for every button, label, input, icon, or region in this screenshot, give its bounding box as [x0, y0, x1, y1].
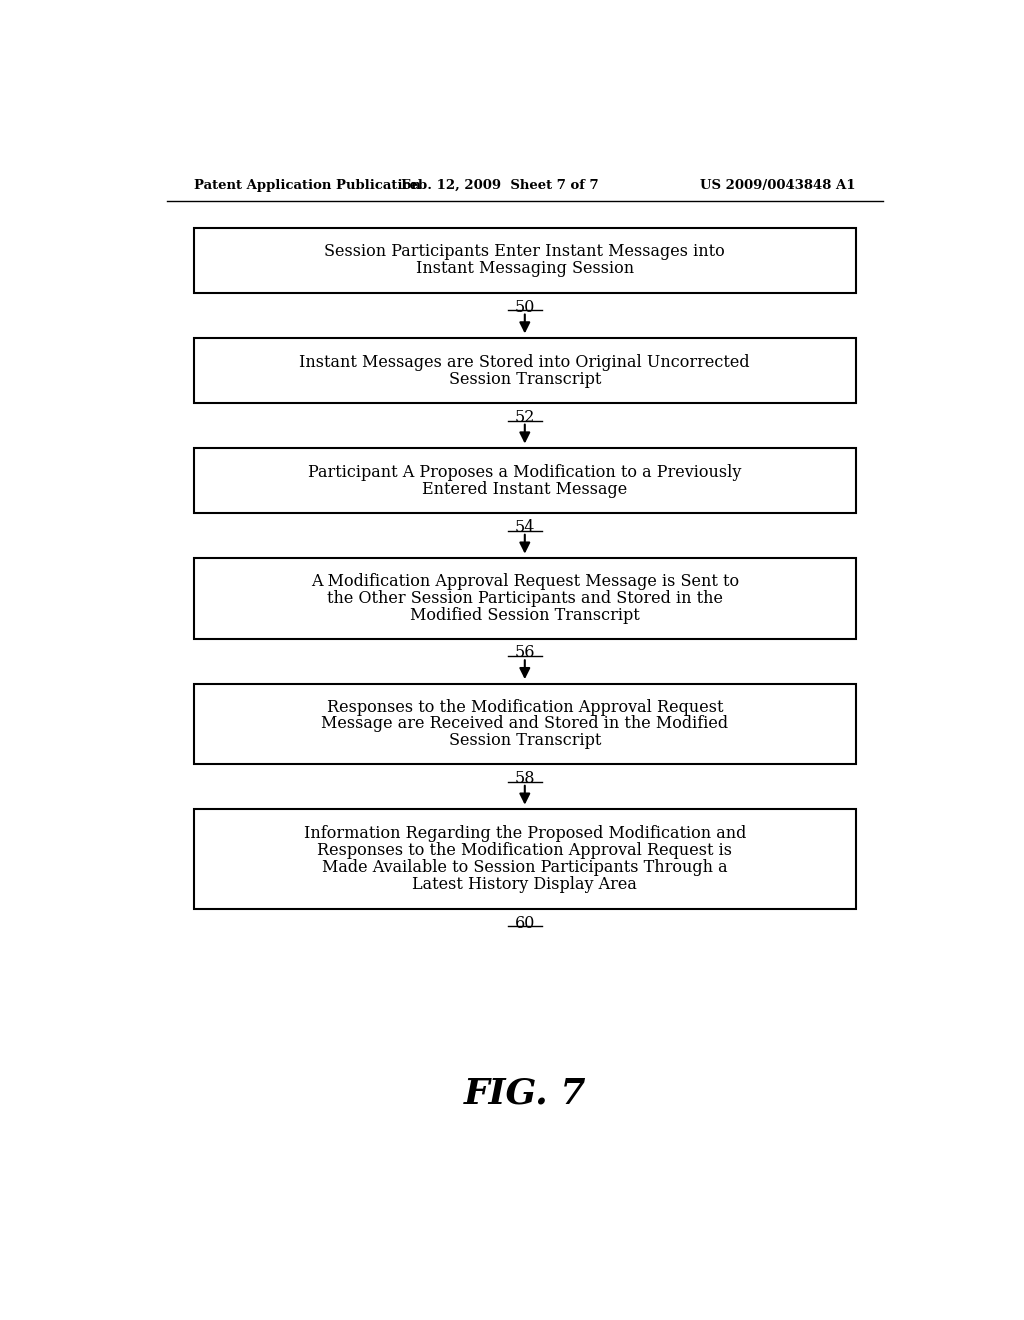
Text: Participant A Proposes a Modification to a Previously: Participant A Proposes a Modification to…: [308, 463, 741, 480]
Text: Patent Application Publication: Patent Application Publication: [194, 178, 421, 191]
Text: 52: 52: [515, 409, 535, 425]
Text: 56: 56: [514, 644, 536, 661]
Bar: [194, 338, 856, 404]
Text: Modified Session Transcript: Modified Session Transcript: [410, 607, 640, 624]
Text: Instant Messages are Stored into Original Uncorrected: Instant Messages are Stored into Origina…: [299, 354, 751, 371]
Text: 58: 58: [514, 770, 536, 787]
Text: Responses to the Modification Approval Request is: Responses to the Modification Approval R…: [317, 842, 732, 859]
Bar: [194, 809, 856, 909]
Text: Responses to the Modification Approval Request: Responses to the Modification Approval R…: [327, 698, 723, 715]
Text: Made Available to Session Participants Through a: Made Available to Session Participants T…: [322, 859, 728, 876]
Text: Session Transcript: Session Transcript: [449, 733, 601, 750]
Text: FIG. 7: FIG. 7: [464, 1077, 586, 1111]
Text: Feb. 12, 2009  Sheet 7 of 7: Feb. 12, 2009 Sheet 7 of 7: [401, 178, 599, 191]
Text: Entered Instant Message: Entered Instant Message: [422, 480, 628, 498]
Text: Session Transcript: Session Transcript: [449, 371, 601, 388]
Bar: [194, 227, 856, 293]
Text: US 2009/0043848 A1: US 2009/0043848 A1: [700, 178, 856, 191]
Bar: [194, 558, 856, 639]
Text: the Other Session Participants and Stored in the: the Other Session Participants and Store…: [327, 590, 723, 607]
Text: 50: 50: [515, 298, 535, 315]
Text: Information Regarding the Proposed Modification and: Information Regarding the Proposed Modif…: [303, 825, 746, 842]
Text: Instant Messaging Session: Instant Messaging Session: [416, 260, 634, 277]
Text: 54: 54: [515, 519, 535, 536]
Bar: [194, 447, 856, 513]
Text: 60: 60: [515, 915, 535, 932]
Text: Session Participants Enter Instant Messages into: Session Participants Enter Instant Messa…: [325, 243, 725, 260]
Text: A Modification Approval Request Message is Sent to: A Modification Approval Request Message …: [310, 573, 739, 590]
Text: Message are Received and Stored in the Modified: Message are Received and Stored in the M…: [322, 715, 728, 733]
Text: Latest History Display Area: Latest History Display Area: [413, 876, 637, 894]
Bar: [194, 684, 856, 764]
